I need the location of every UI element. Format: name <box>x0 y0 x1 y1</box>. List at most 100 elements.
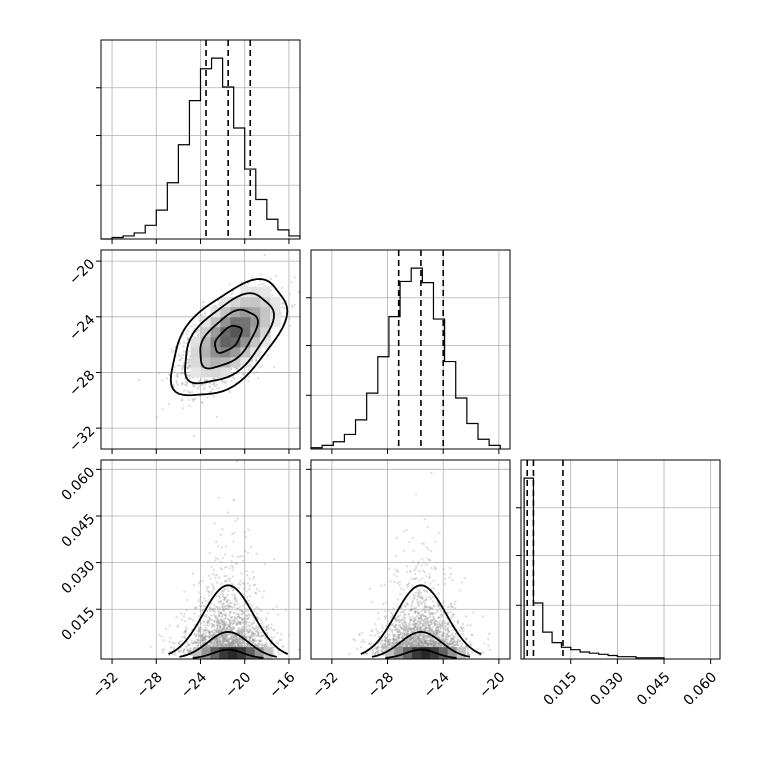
scatter-point <box>224 643 227 646</box>
scatter-point <box>237 627 240 630</box>
scatter-point <box>205 378 209 381</box>
scatter-point <box>236 637 239 641</box>
scatter-point <box>216 624 219 627</box>
scatter-point <box>293 303 296 307</box>
scatter-point <box>222 633 226 636</box>
scatter-point <box>207 624 210 627</box>
scatter-point <box>225 644 229 647</box>
scatter-point <box>226 641 229 644</box>
scatter-point <box>246 643 249 647</box>
scatter-point <box>430 611 433 615</box>
scatter-point <box>244 632 247 635</box>
scatter-point <box>233 605 236 608</box>
scatter-point <box>265 617 268 620</box>
scatter-point <box>382 602 385 606</box>
scatter-point <box>220 643 223 646</box>
scatter-point <box>216 630 219 633</box>
scatter-point <box>255 644 258 647</box>
scatter-panel-param-2-vs-1: −32−28−24−20 <box>66 249 301 455</box>
scatter-point <box>228 641 231 644</box>
scatter-point <box>174 346 177 349</box>
scatter-point <box>221 643 224 646</box>
grid <box>311 250 510 449</box>
scatter-point <box>229 627 232 630</box>
scatter-point <box>229 622 232 626</box>
scatter-point <box>225 624 228 627</box>
scatter-point <box>209 641 212 645</box>
scatter-point <box>202 604 206 607</box>
scatter-point <box>376 646 379 650</box>
scatter-point <box>235 640 238 643</box>
scatter-point <box>434 643 437 646</box>
scatter-point <box>429 638 432 641</box>
scatter-point <box>221 602 224 606</box>
scatter-point <box>230 629 234 632</box>
scatter-point <box>215 581 219 584</box>
scatter-point <box>236 641 240 644</box>
scatter-point <box>220 635 223 638</box>
scatter-point <box>178 650 181 653</box>
scatter-point <box>241 633 244 636</box>
scatter-point <box>198 598 201 601</box>
scatter-point <box>272 629 275 632</box>
scatter-point <box>231 615 234 619</box>
scatter-point <box>227 605 230 608</box>
scatter-point <box>193 640 196 643</box>
scatter-point <box>220 590 224 593</box>
scatter-point <box>229 642 232 645</box>
scatter-point <box>199 596 202 599</box>
scatter-point <box>188 374 192 377</box>
scatter-point <box>223 638 226 641</box>
scatter-point <box>192 400 195 403</box>
scatter-point <box>256 632 260 635</box>
scatter-point <box>200 637 204 640</box>
scatter-point <box>192 383 195 387</box>
scatter-point <box>220 630 223 633</box>
density-cell <box>260 326 271 338</box>
scatter-point <box>224 644 227 647</box>
scatter-point <box>260 609 263 613</box>
scatter-point <box>216 621 219 624</box>
scatter-point <box>423 605 426 608</box>
scatter-point <box>236 638 239 642</box>
scatter-point <box>238 640 241 643</box>
scatter-point <box>258 283 261 286</box>
scatter-point <box>236 617 239 620</box>
scatter-point <box>231 532 234 536</box>
scatter-point <box>234 634 237 637</box>
scatter-point <box>269 644 273 647</box>
scatter-point <box>252 642 255 645</box>
scatter-point <box>227 633 230 636</box>
scatter-point <box>181 365 184 368</box>
scatter-point <box>236 643 239 646</box>
scatter-point <box>220 634 223 637</box>
density-cell <box>270 306 281 318</box>
scatter-point <box>441 623 444 627</box>
scatter-point <box>210 630 213 633</box>
scatter-point <box>214 618 218 621</box>
scatter-point <box>195 633 198 636</box>
scatter-point <box>250 633 253 636</box>
scatter-point <box>207 591 210 594</box>
scatter-point <box>179 358 182 362</box>
density-cell <box>220 306 231 318</box>
scatter-point <box>234 519 237 522</box>
scatter-point <box>215 624 218 627</box>
scatter-point <box>244 621 247 624</box>
scatter-point <box>249 545 252 549</box>
scatter-point <box>423 642 427 645</box>
scatter-point <box>384 637 388 640</box>
scatter-point <box>234 635 238 638</box>
scatter-point <box>431 607 434 610</box>
density-cell <box>190 346 201 358</box>
scatter-point <box>386 640 390 643</box>
scatter-point <box>265 638 269 641</box>
scatter-point <box>253 639 256 643</box>
scatter-point <box>412 645 415 648</box>
scatter-point <box>216 545 220 548</box>
scatter-point <box>258 607 261 611</box>
scatter-point <box>220 643 223 647</box>
scatter-point <box>221 634 224 637</box>
scatter-point <box>225 608 228 611</box>
scatter-point <box>255 634 258 638</box>
